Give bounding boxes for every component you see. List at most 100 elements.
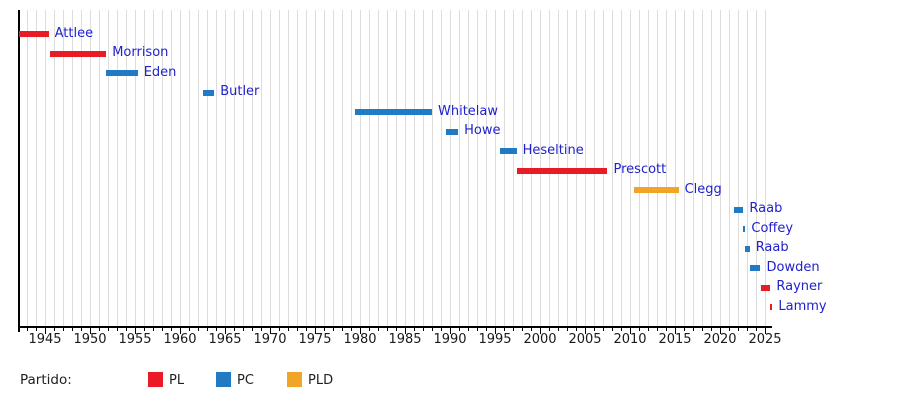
minor-tick (117, 327, 118, 331)
minor-tick (423, 327, 424, 331)
year-gridline (189, 10, 190, 326)
minor-tick (576, 327, 577, 331)
minor-tick (621, 327, 622, 331)
year-gridline (27, 10, 28, 326)
major-tick (315, 327, 316, 334)
year-tick-label: 2000 (523, 332, 557, 347)
minor-tick (693, 327, 694, 331)
person-label[interactable]: Raab (749, 201, 783, 216)
year-gridline (279, 10, 280, 326)
person-label[interactable]: Howe (464, 123, 501, 138)
major-tick (765, 327, 766, 334)
year-tick-label: 1975 (298, 332, 332, 347)
year-gridline (684, 10, 685, 326)
person-label[interactable]: Heseltine (522, 142, 584, 158)
minor-tick (684, 327, 685, 331)
minor-tick (351, 327, 352, 331)
minor-tick (666, 327, 667, 331)
minor-tick (81, 327, 82, 331)
minor-tick (567, 327, 568, 331)
person-label[interactable]: Dowden (766, 259, 820, 275)
legend-label-pld: PLD (308, 373, 334, 388)
minor-tick (594, 327, 595, 331)
person-label[interactable]: Clegg (684, 181, 722, 197)
minor-tick (522, 327, 523, 331)
year-gridline (423, 10, 424, 326)
person-label[interactable]: Eden (143, 64, 177, 80)
timeline-bar (760, 284, 771, 291)
legend-label-pc: PC (237, 373, 254, 388)
minor-tick (657, 327, 658, 331)
minor-tick (711, 327, 712, 331)
year-gridline (747, 10, 748, 326)
minor-tick (36, 327, 37, 331)
year-gridline (333, 10, 334, 326)
major-tick (405, 327, 406, 334)
timeline-bar (734, 206, 744, 213)
legend-title: Partido: (20, 372, 72, 388)
year-gridline (153, 10, 154, 326)
person-label[interactable]: Coffey (751, 220, 794, 236)
year-gridline (666, 10, 667, 326)
person-label[interactable]: Morrison (112, 45, 169, 60)
major-tick (450, 327, 451, 334)
person-label[interactable]: Lammy (778, 298, 827, 314)
minor-tick (207, 327, 208, 331)
person-label[interactable]: Whitelaw (438, 103, 499, 119)
year-gridline (207, 10, 208, 326)
year-tick-label: 2025 (748, 332, 782, 347)
year-gridline (693, 10, 694, 326)
year-gridline (225, 10, 226, 326)
minor-tick (603, 327, 604, 331)
minor-tick (306, 327, 307, 331)
year-gridline (54, 10, 55, 326)
person-label[interactable]: Attlee (54, 25, 94, 41)
minor-tick (729, 327, 730, 331)
minor-tick (747, 327, 748, 331)
minor-tick (441, 327, 442, 331)
year-gridline (711, 10, 712, 326)
year-gridline (135, 10, 136, 326)
person-label[interactable]: Butler (220, 84, 260, 99)
person-label[interactable]: Prescott (613, 162, 667, 177)
major-tick (225, 327, 226, 334)
minor-tick (648, 327, 649, 331)
year-tick-label: 1980 (343, 332, 377, 347)
person-label[interactable]: Rayner (776, 279, 823, 294)
year-gridline (243, 10, 244, 326)
year-gridline (117, 10, 118, 326)
person-label[interactable]: Raab (755, 240, 789, 255)
year-gridline (765, 10, 766, 326)
year-gridline (639, 10, 640, 326)
legend-label-pl: PL (169, 373, 185, 388)
minor-tick (639, 327, 640, 331)
minor-tick (486, 327, 487, 331)
year-gridline (171, 10, 172, 326)
minor-tick (261, 327, 262, 331)
minor-tick (468, 327, 469, 331)
minor-tick (369, 327, 370, 331)
minor-tick (99, 327, 100, 331)
minor-tick (558, 327, 559, 331)
year-gridline (504, 10, 505, 326)
timeline-bar (18, 31, 49, 37)
year-tick-label: 1945 (28, 332, 62, 347)
year-gridline (351, 10, 352, 326)
legend-swatch-pl (148, 372, 163, 387)
year-tick-label: 2020 (703, 332, 737, 347)
year-gridline (450, 10, 451, 326)
year-gridline (459, 10, 460, 326)
timeline-bar (744, 245, 750, 252)
minor-tick (513, 327, 514, 331)
minor-tick (54, 327, 55, 331)
year-gridline (621, 10, 622, 326)
year-gridline (405, 10, 406, 326)
timeline-bar (633, 187, 679, 193)
timeline-bar (499, 148, 517, 154)
minor-tick (459, 327, 460, 331)
year-gridline (234, 10, 235, 326)
year-gridline (720, 10, 721, 326)
major-tick (90, 327, 91, 334)
year-gridline (657, 10, 658, 326)
minor-tick (432, 327, 433, 331)
